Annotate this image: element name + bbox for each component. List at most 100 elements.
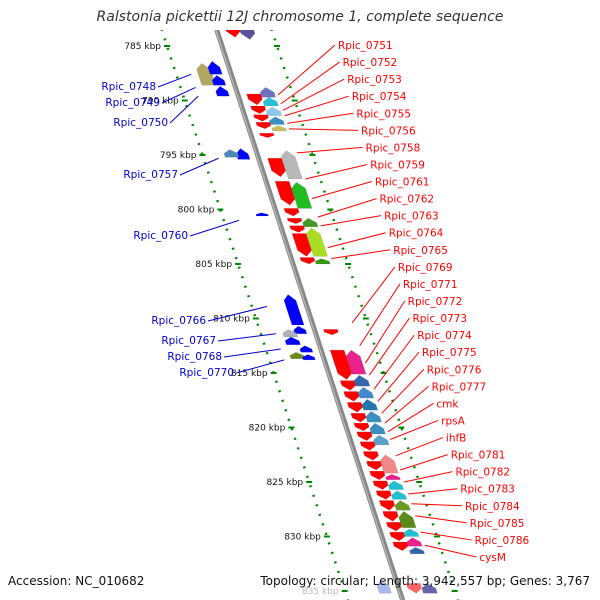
gene-feature[interactable] <box>345 349 367 375</box>
gene-feature[interactable] <box>391 490 408 500</box>
gene-feature[interactable] <box>346 402 364 413</box>
gene-feature[interactable] <box>409 547 425 555</box>
gene-feature[interactable] <box>196 63 217 86</box>
gene-label-ihfb[interactable]: ihfB <box>446 433 466 445</box>
gene-feature[interactable] <box>359 441 376 451</box>
gene-label-rpic_0754[interactable]: Rpic_0754 <box>352 91 407 103</box>
gene-feature[interactable] <box>282 329 299 338</box>
gene-label-rpic_0770[interactable]: Rpic_0770 <box>179 367 234 379</box>
gene-label-rpic_0760[interactable]: Rpic_0760 <box>133 230 188 242</box>
gene-feature[interactable] <box>223 22 241 38</box>
gene-feature[interactable] <box>403 528 420 537</box>
gene-feature[interactable] <box>387 480 404 490</box>
gene-feature[interactable] <box>211 75 227 86</box>
gene-feature[interactable] <box>302 354 316 361</box>
gene-label-rpic_0748[interactable]: Rpic_0748 <box>101 81 156 93</box>
gene-feature[interactable] <box>259 132 275 138</box>
gene-feature[interactable] <box>375 490 392 500</box>
gene-label-rpic_0767[interactable]: Rpic_0767 <box>161 335 216 347</box>
gene-feature[interactable] <box>237 22 256 40</box>
gene-feature[interactable] <box>356 431 373 441</box>
gene-feature[interactable] <box>299 257 316 265</box>
gene-label-rpic_0775[interactable]: Rpic_0775 <box>422 347 477 359</box>
gene-feature[interactable] <box>314 258 331 265</box>
gene-feature[interactable] <box>361 398 379 411</box>
gene-feature[interactable] <box>379 454 399 474</box>
gene-feature[interactable] <box>323 329 339 336</box>
gene-feature[interactable] <box>274 180 296 206</box>
gene-feature[interactable] <box>353 422 370 432</box>
gene-feature[interactable] <box>329 349 353 380</box>
gene-feature[interactable] <box>369 422 386 435</box>
gene-label-rpic_0785[interactable]: Rpic_0785 <box>470 518 525 530</box>
gene-feature[interactable] <box>350 413 367 423</box>
gene-feature[interactable] <box>382 511 399 522</box>
gene-feature[interactable] <box>293 325 308 335</box>
gene-feature[interactable] <box>302 217 319 228</box>
gene-feature[interactable] <box>385 522 402 532</box>
gene-feature[interactable] <box>421 583 438 594</box>
gene-label-rpic_0750[interactable]: Rpic_0750 <box>113 117 168 129</box>
gene-feature[interactable] <box>405 583 423 594</box>
gene-feature[interactable] <box>223 149 240 158</box>
gene-feature[interactable] <box>385 474 401 481</box>
gene-label-cmk[interactable]: cmk <box>436 398 459 410</box>
gene-feature[interactable] <box>299 345 314 353</box>
gene-feature[interactable] <box>266 106 283 117</box>
gene-label-rpic_0755[interactable]: Rpic_0755 <box>356 108 411 120</box>
gene-feature[interactable] <box>283 208 300 217</box>
gene-feature[interactable] <box>255 122 272 130</box>
gene-label-rpic_0762[interactable]: Rpic_0762 <box>379 194 434 206</box>
gene-feature[interactable] <box>289 225 306 233</box>
gene-label-rpic_0774[interactable]: Rpic_0774 <box>417 330 472 342</box>
gene-feature[interactable] <box>250 105 267 114</box>
gene-label-rpic_0776[interactable]: Rpic_0776 <box>427 364 482 376</box>
gene-feature[interactable] <box>283 294 305 326</box>
gene-feature[interactable] <box>267 158 286 178</box>
gene-feature[interactable] <box>369 470 386 481</box>
gene-label-rpic_0751[interactable]: Rpic_0751 <box>338 40 393 52</box>
gene-feature[interactable] <box>378 500 396 511</box>
gene-label-rpic_0764[interactable]: Rpic_0764 <box>389 228 444 240</box>
gene-feature[interactable] <box>394 500 411 511</box>
gene-feature[interactable] <box>353 374 371 387</box>
gene-feature[interactable] <box>259 87 277 98</box>
gene-feature[interactable] <box>289 352 306 360</box>
gene-label-rpic_0772[interactable]: Rpic_0772 <box>408 296 463 308</box>
gene-label-rpic_0783[interactable]: Rpic_0783 <box>460 484 515 496</box>
gene-feature[interactable] <box>246 93 263 106</box>
gene-feature[interactable] <box>255 212 269 217</box>
gene-label-rpic_0768[interactable]: Rpic_0768 <box>167 351 222 363</box>
gene-label-rpic_0781[interactable]: Rpic_0781 <box>451 450 506 462</box>
gene-feature[interactable] <box>235 11 250 20</box>
gene-label-rpsa[interactable]: rpsA <box>441 415 465 427</box>
gene-label-rpic_0753[interactable]: Rpic_0753 <box>347 74 402 86</box>
gene-label-rpic_0773[interactable]: Rpic_0773 <box>412 313 467 325</box>
gene-label-rpic_0769[interactable]: Rpic_0769 <box>398 262 453 274</box>
gene-label-rpic_0786[interactable]: Rpic_0786 <box>475 535 530 547</box>
gene-label-rpic_0777[interactable]: Rpic_0777 <box>432 381 487 393</box>
gene-feature[interactable] <box>339 380 356 391</box>
gene-feature[interactable] <box>373 434 390 446</box>
gene-label-rpic_0757[interactable]: Rpic_0757 <box>123 169 178 181</box>
gene-feature[interactable] <box>365 410 382 423</box>
gene-label-rpic_0766[interactable]: Rpic_0766 <box>151 315 206 327</box>
gene-label-rpic_0752[interactable]: Rpic_0752 <box>343 57 398 69</box>
gene-feature[interactable] <box>291 181 313 209</box>
gene-label-rpic_0784[interactable]: Rpic_0784 <box>465 501 520 513</box>
gene-feature[interactable] <box>366 461 383 471</box>
gene-label-rpic_0771[interactable]: Rpic_0771 <box>403 279 458 291</box>
gene-feature[interactable] <box>253 114 269 122</box>
gene-feature[interactable] <box>262 96 279 107</box>
gene-feature[interactable] <box>215 85 230 97</box>
gene-label-rpic_0763[interactable]: Rpic_0763 <box>384 211 439 223</box>
gene-feature[interactable] <box>291 233 312 257</box>
gene-label-rpic_0761[interactable]: Rpic_0761 <box>375 177 430 189</box>
gene-feature[interactable] <box>392 541 409 551</box>
gene-label-rpic_0758[interactable]: Rpic_0758 <box>366 142 421 154</box>
gene-feature[interactable] <box>286 217 303 224</box>
gene-label-rpic_0765[interactable]: Rpic_0765 <box>393 245 448 257</box>
gene-feature[interactable] <box>357 386 375 399</box>
gene-feature[interactable] <box>398 511 417 529</box>
gene-label-rpic_0756[interactable]: Rpic_0756 <box>361 125 416 137</box>
